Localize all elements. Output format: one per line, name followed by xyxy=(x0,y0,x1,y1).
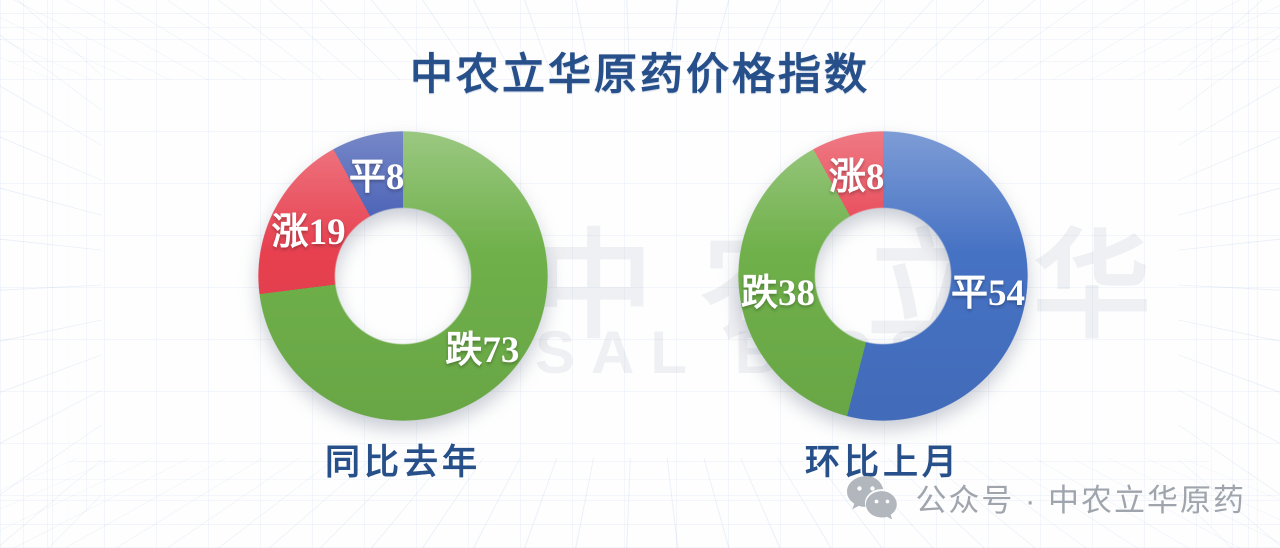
donut-ring-wrap xyxy=(738,131,1028,421)
donut-ring xyxy=(258,131,548,421)
slice-label: 跌38 xyxy=(740,273,815,315)
donut-ring-wrap xyxy=(258,131,548,421)
slice-label: 涨19 xyxy=(271,211,346,253)
chart-caption-mom: 环比上月 xyxy=(804,443,961,482)
slice-label: 平54 xyxy=(951,273,1025,315)
page-title: 中农立华原药价格指数 xyxy=(410,52,870,99)
chart-caption-yoy: 同比去年 xyxy=(324,443,481,482)
donut-chart-mom: 平54 跌38 涨8 xyxy=(738,131,1028,421)
slice-label: 跌73 xyxy=(445,329,520,371)
donut-labels: 跌73 涨19 平8 xyxy=(258,131,548,421)
slice-label: 平8 xyxy=(348,157,405,199)
slice-label: 涨8 xyxy=(828,157,885,199)
footer-credit: 公众号 · 中农立华原药 xyxy=(845,474,1246,520)
footer-credit-text: 公众号 · 中农立华原药 xyxy=(915,482,1246,518)
wechat-icon xyxy=(847,476,898,519)
donut-ring xyxy=(738,131,1028,421)
donut-chart-yoy: 跌73 涨19 平8 xyxy=(258,131,548,421)
donut-labels: 平54 跌38 涨8 xyxy=(738,131,1028,421)
